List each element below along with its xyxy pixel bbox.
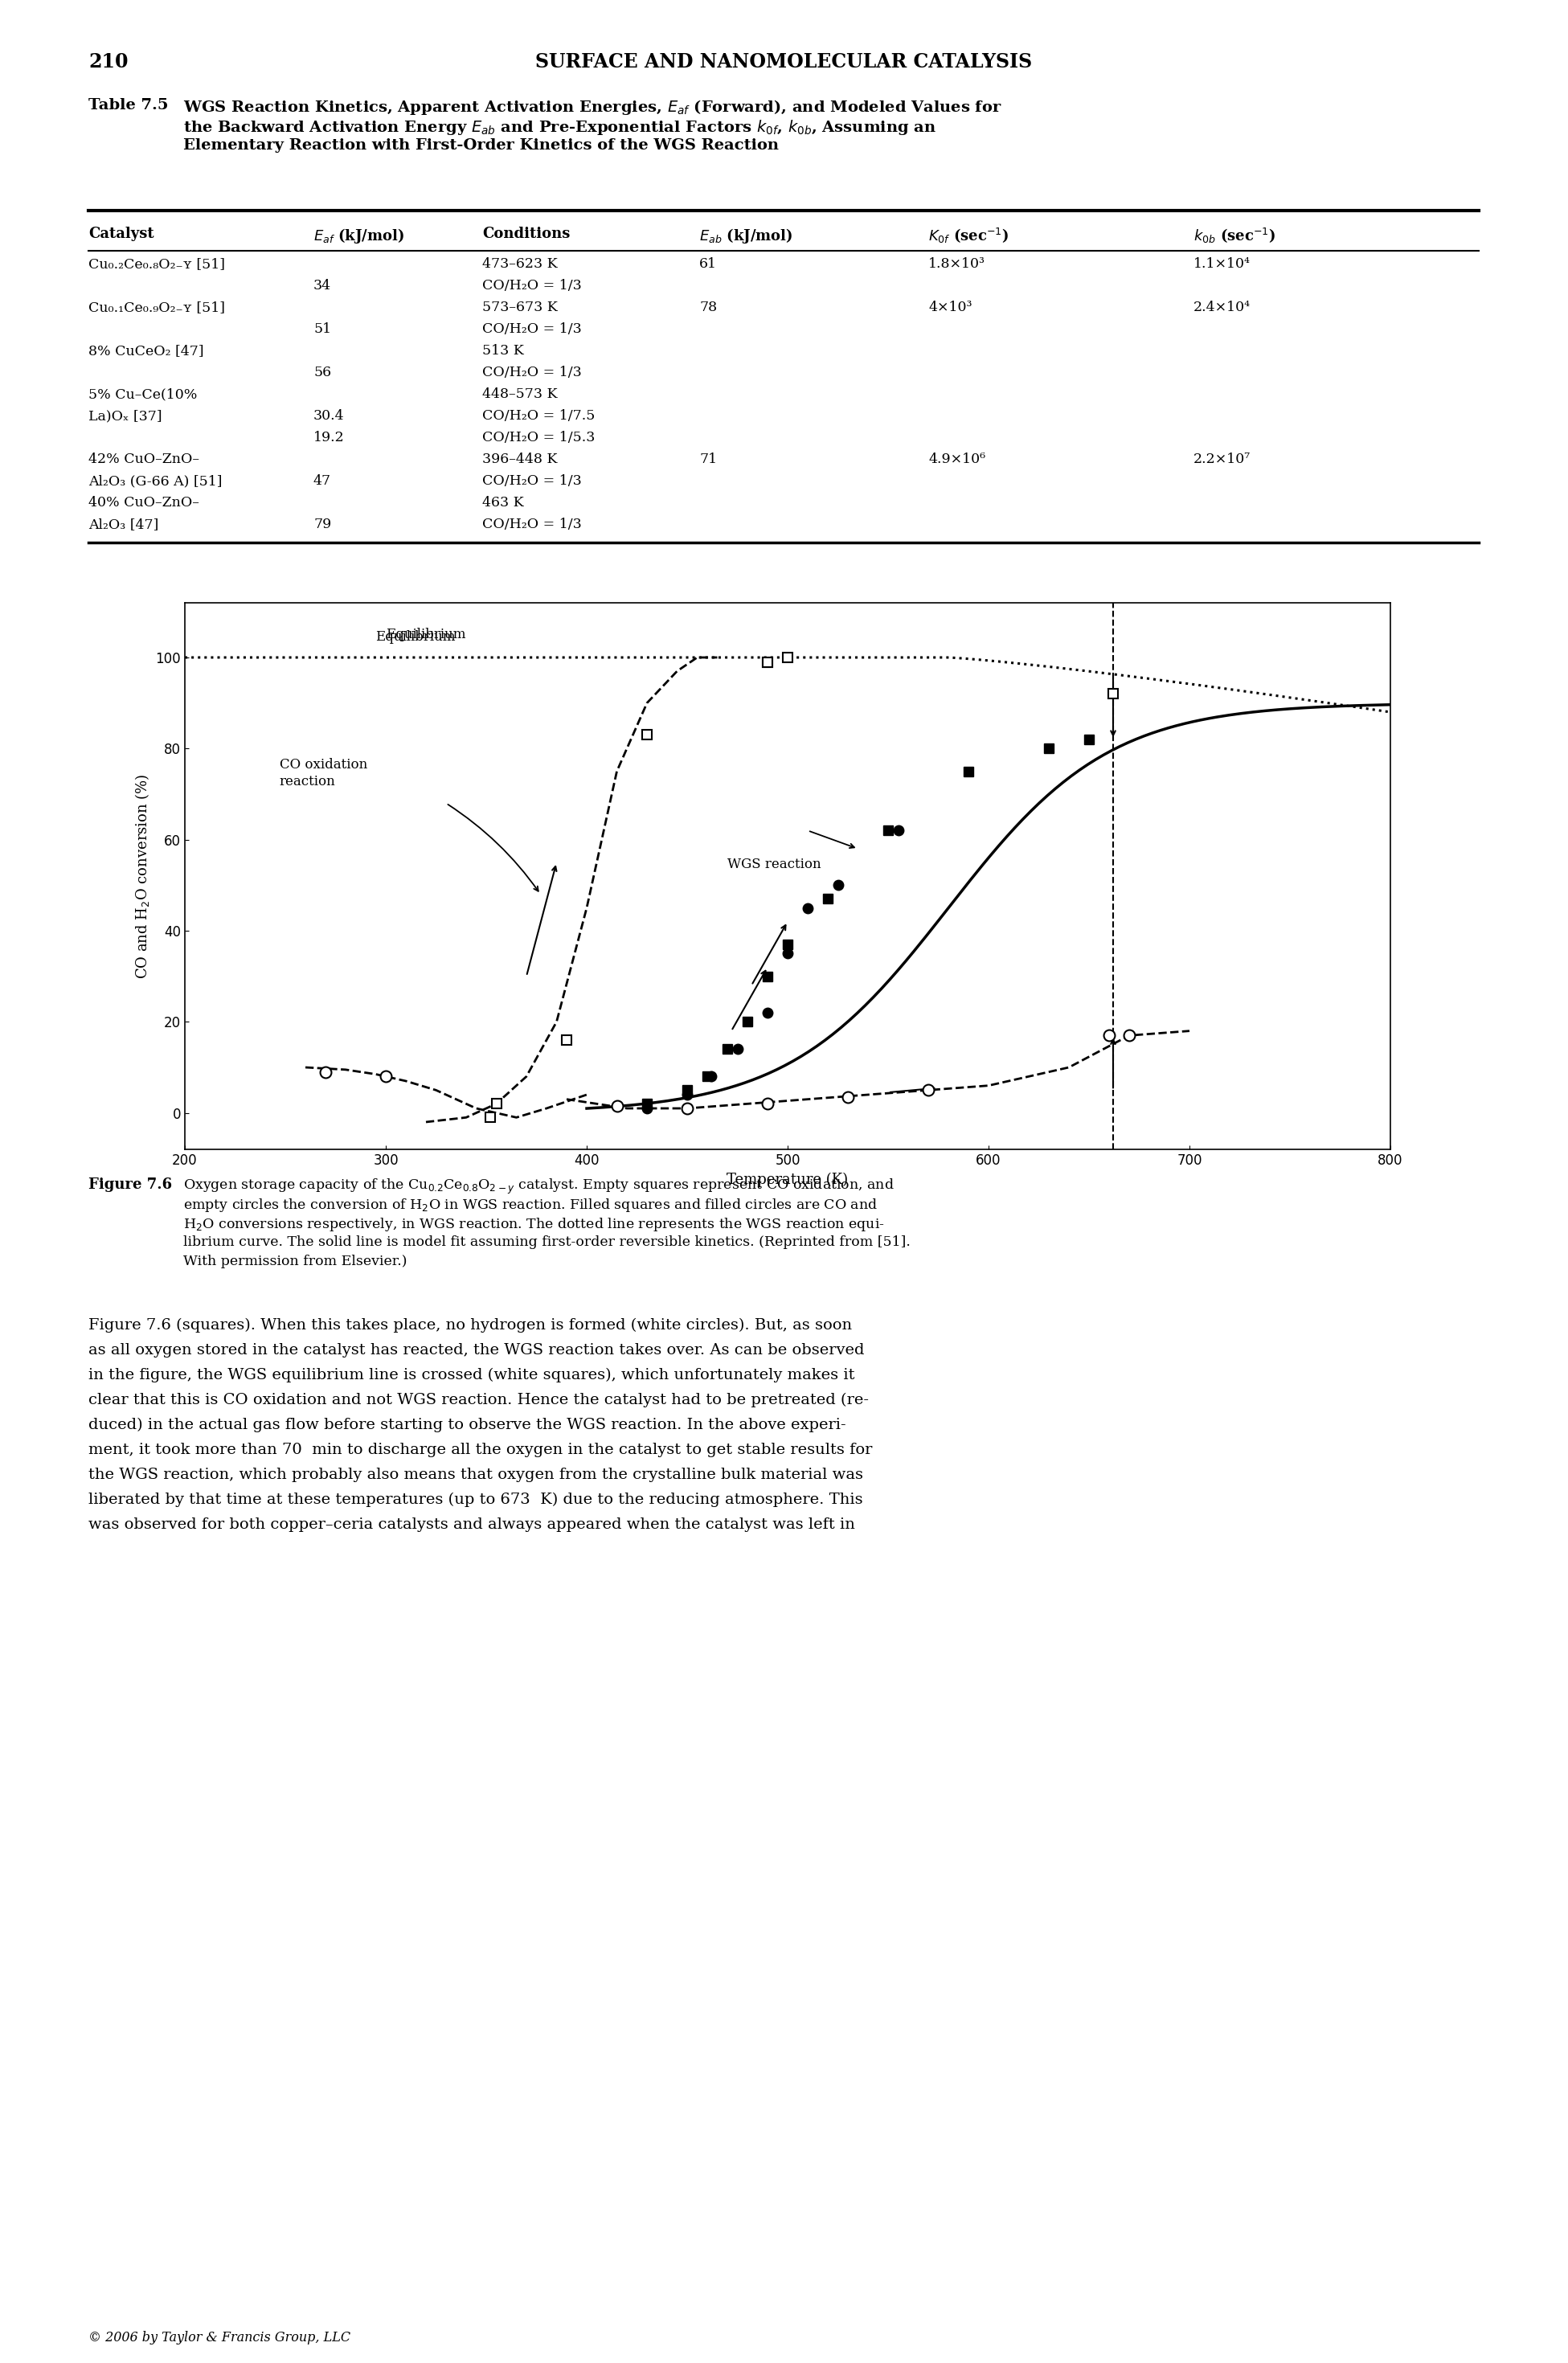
Text: CO/H₂O = 1/3: CO/H₂O = 1/3 (483, 475, 582, 487)
Text: 51: 51 (314, 321, 331, 336)
Text: $\mathit{K}_{0f}$ (sec$^{-1}$): $\mathit{K}_{0f}$ (sec$^{-1}$) (928, 227, 1008, 246)
Text: La)Oₓ [37]: La)Oₓ [37] (88, 409, 162, 423)
Text: CO/H₂O = 1/3: CO/H₂O = 1/3 (483, 517, 582, 532)
Text: Table 7.5: Table 7.5 (88, 97, 168, 113)
Text: 448–573 K: 448–573 K (483, 388, 558, 402)
Text: librium curve. The solid line is model fit assuming first-order reversible kinet: librium curve. The solid line is model f… (183, 1236, 911, 1250)
Text: the WGS reaction, which probably also means that oxygen from the crystalline bul: the WGS reaction, which probably also me… (88, 1467, 862, 1482)
Text: Al₂O₃ (G-66 A) [51]: Al₂O₃ (G-66 A) [51] (88, 475, 223, 487)
Text: $\mathit{E}_{af}$ (kJ/mol): $\mathit{E}_{af}$ (kJ/mol) (314, 227, 405, 246)
Text: liberated by that time at these temperatures (up to 673  K) due to the reducing : liberated by that time at these temperat… (88, 1493, 862, 1508)
Text: Equilibrium: Equilibrium (386, 629, 466, 640)
Y-axis label: CO and H$_2$O conversion (%): CO and H$_2$O conversion (%) (133, 773, 151, 978)
Text: Equilibrium: Equilibrium (376, 631, 456, 643)
Text: CO/H₂O = 1/3: CO/H₂O = 1/3 (483, 321, 582, 336)
Text: CO/H₂O = 1/5.3: CO/H₂O = 1/5.3 (483, 430, 594, 444)
Text: With permission from Elsevier.): With permission from Elsevier.) (183, 1255, 408, 1269)
Text: 4×10³: 4×10³ (928, 300, 972, 314)
Text: Catalyst: Catalyst (88, 227, 154, 241)
Text: H$_2$O conversions respectively, in WGS reaction. The dotted line represents the: H$_2$O conversions respectively, in WGS … (183, 1217, 884, 1233)
Text: 473–623 K: 473–623 K (483, 258, 558, 272)
Text: Conditions: Conditions (483, 227, 571, 241)
Text: 30.4: 30.4 (314, 409, 345, 423)
Text: 2.2×10⁷: 2.2×10⁷ (1193, 451, 1251, 466)
X-axis label: Temperature (K): Temperature (K) (728, 1172, 848, 1186)
Text: 19.2: 19.2 (314, 430, 345, 444)
Text: 2.4×10⁴: 2.4×10⁴ (1193, 300, 1251, 314)
Text: WGS Reaction Kinetics, Apparent Activation Energies, $\mathit{E}_{af}$ (Forward): WGS Reaction Kinetics, Apparent Activati… (183, 97, 1002, 116)
Text: 61: 61 (699, 258, 717, 272)
Text: 513 K: 513 K (483, 345, 524, 357)
Text: Figure 7.6 (squares). When this takes place, no hydrogen is formed (white circle: Figure 7.6 (squares). When this takes pl… (88, 1319, 851, 1333)
Text: 396–448 K: 396–448 K (483, 451, 557, 466)
Text: 463 K: 463 K (483, 496, 524, 510)
Text: Elementary Reaction with First-Order Kinetics of the WGS Reaction: Elementary Reaction with First-Order Kin… (183, 139, 779, 154)
Text: CO/H₂O = 1/7.5: CO/H₂O = 1/7.5 (483, 409, 594, 423)
Text: 42% CuO–ZnO–: 42% CuO–ZnO– (88, 451, 199, 466)
Text: Oxygen storage capacity of the Cu$_{0.2}$Ce$_{0.8}$O$_{2-y}$ catalyst. Empty squ: Oxygen storage capacity of the Cu$_{0.2}… (183, 1177, 894, 1196)
Text: 1.1×10⁴: 1.1×10⁴ (1193, 258, 1251, 272)
Text: SURFACE AND NANOMOLECULAR CATALYSIS: SURFACE AND NANOMOLECULAR CATALYSIS (535, 52, 1032, 71)
Text: 4.9×10⁶: 4.9×10⁶ (928, 451, 985, 466)
Text: Cu₀.₂Ce₀.₈O₂₋ʏ [51]: Cu₀.₂Ce₀.₈O₂₋ʏ [51] (88, 258, 226, 272)
Text: was observed for both copper–ceria catalysts and always appeared when the cataly: was observed for both copper–ceria catal… (88, 1517, 855, 1531)
Text: 1.8×10³: 1.8×10³ (928, 258, 985, 272)
Text: WGS reaction: WGS reaction (728, 858, 822, 872)
Text: as all oxygen stored in the catalyst has reacted, the WGS reaction takes over. A: as all oxygen stored in the catalyst has… (88, 1342, 864, 1356)
Text: Cu₀.₁Ce₀.₉O₂₋ʏ [51]: Cu₀.₁Ce₀.₉O₂₋ʏ [51] (88, 300, 226, 314)
Text: 34: 34 (314, 279, 331, 293)
Text: the Backward Activation Energy $\mathit{E}_{ab}$ and Pre-Exponential Factors $\m: the Backward Activation Energy $\mathit{… (183, 118, 936, 137)
Text: CO/H₂O = 1/3: CO/H₂O = 1/3 (483, 366, 582, 380)
Text: $\mathit{k}_{0b}$ (sec$^{-1}$): $\mathit{k}_{0b}$ (sec$^{-1}$) (1193, 227, 1276, 246)
Text: 8% CuCeO₂ [47]: 8% CuCeO₂ [47] (88, 345, 204, 357)
Text: 56: 56 (314, 366, 331, 380)
Text: 78: 78 (699, 300, 717, 314)
Text: Al₂O₃ [47]: Al₂O₃ [47] (88, 517, 158, 532)
Text: 79: 79 (314, 517, 331, 532)
Text: 71: 71 (699, 451, 717, 466)
Text: 5% Cu–Ce(10%: 5% Cu–Ce(10% (88, 388, 198, 402)
Text: 210: 210 (88, 52, 129, 71)
Text: ment, it took more than 70  min to discharge all the oxygen in the catalyst to g: ment, it took more than 70 min to discha… (88, 1444, 872, 1458)
Text: duced) in the actual gas flow before starting to observe the WGS reaction. In th: duced) in the actual gas flow before sta… (88, 1418, 847, 1432)
Text: 40% CuO–ZnO–: 40% CuO–ZnO– (88, 496, 199, 510)
Text: empty circles the conversion of H$_2$O in WGS reaction. Filled squares and fille: empty circles the conversion of H$_2$O i… (183, 1196, 878, 1215)
Text: CO oxidation
reaction: CO oxidation reaction (279, 759, 367, 789)
Text: © 2006 by Taylor & Francis Group, LLC: © 2006 by Taylor & Francis Group, LLC (88, 2330, 351, 2344)
Text: in the figure, the WGS equilibrium line is crossed (white squares), which unfort: in the figure, the WGS equilibrium line … (88, 1368, 855, 1382)
Text: Figure 7.6: Figure 7.6 (88, 1177, 172, 1191)
Text: 47: 47 (314, 475, 331, 487)
Text: $\mathit{E}_{ab}$ (kJ/mol): $\mathit{E}_{ab}$ (kJ/mol) (699, 227, 793, 246)
Text: clear that this is CO oxidation and not WGS reaction. Hence the catalyst had to : clear that this is CO oxidation and not … (88, 1392, 869, 1408)
Text: 573–673 K: 573–673 K (483, 300, 558, 314)
Text: CO/H₂O = 1/3: CO/H₂O = 1/3 (483, 279, 582, 293)
